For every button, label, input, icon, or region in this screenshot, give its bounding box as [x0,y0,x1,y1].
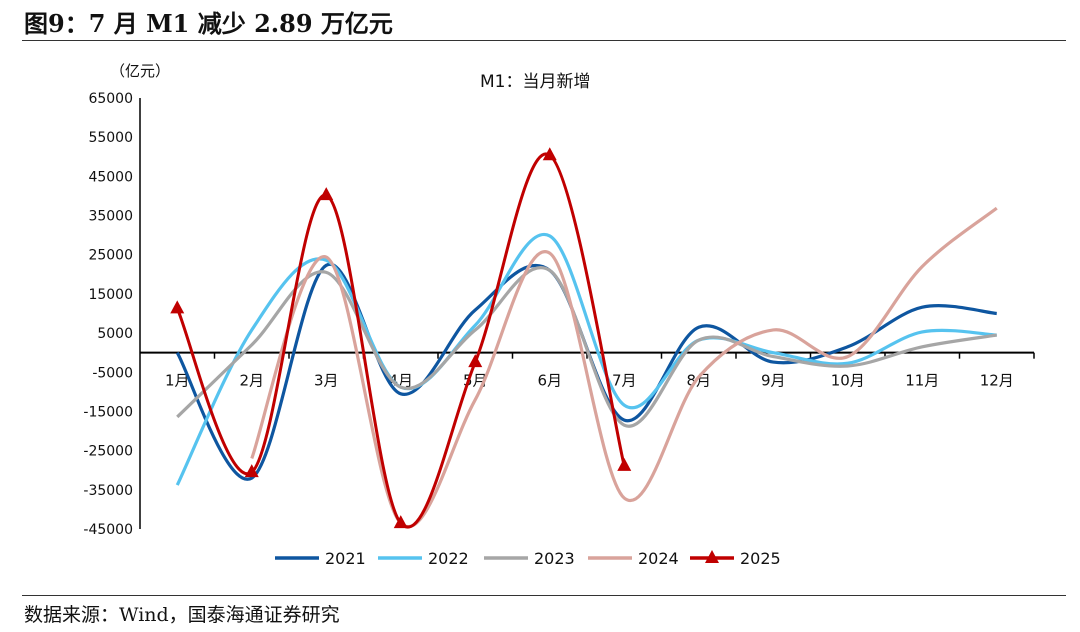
legend-label: 2025 [740,549,781,568]
y-tick-label: -15000 [83,404,133,420]
footer-divider [22,595,1066,596]
title-divider [22,40,1066,41]
x-tick-label: 1月 [165,372,190,390]
x-tick-label: 12月 [980,372,1014,390]
x-tick-label: 2月 [239,372,264,390]
data-point-2025 [244,464,259,478]
y-tick-label: 45000 [88,169,133,185]
y-tick-label: -5000 [92,365,133,381]
y-tick-label: 15000 [88,287,133,303]
chart-title: M1：当月新增 [480,72,590,92]
figure-title: 图9：7 月 M1 减少 2.89 万亿元 [24,9,393,38]
x-tick-label: 6月 [537,372,562,390]
y-tick-label: -35000 [83,483,133,499]
x-tick-label: 11月 [905,372,939,390]
data-point-2025 [617,457,632,471]
y-axis-unit: （亿元） [110,62,170,80]
source-note: 数据来源：Wind，国泰海通证券研究 [24,604,340,626]
y-tick-label: 5000 [97,326,133,342]
legend-label: 2024 [638,549,679,568]
x-tick-label: 10月 [831,372,865,390]
x-tick-label: 9月 [761,372,786,390]
series-line-2022 [175,232,997,486]
data-point-2025 [393,515,408,529]
legend-triangle-icon [705,550,719,563]
data-point-2025 [468,354,483,368]
legend-label: 2021 [325,549,366,568]
y-tick-label: 65000 [88,91,133,107]
series-line-2023 [176,266,997,428]
data-point-2025 [319,187,334,201]
y-tick-label: -25000 [83,444,133,460]
legend-label: 2022 [428,549,469,568]
data-point-2025 [542,147,557,161]
x-tick-label: 4月 [388,372,413,390]
y-tick-label: -45000 [83,522,133,538]
y-tick-label: 35000 [88,209,133,225]
x-tick-label: 3月 [314,372,339,390]
x-tick-label: 7月 [612,372,637,390]
legend-label: 2023 [534,549,575,568]
data-point-2025 [170,300,185,314]
y-tick-label: 55000 [88,130,133,146]
series-line-2024 [250,206,998,528]
y-tick-label: 25000 [88,248,133,264]
